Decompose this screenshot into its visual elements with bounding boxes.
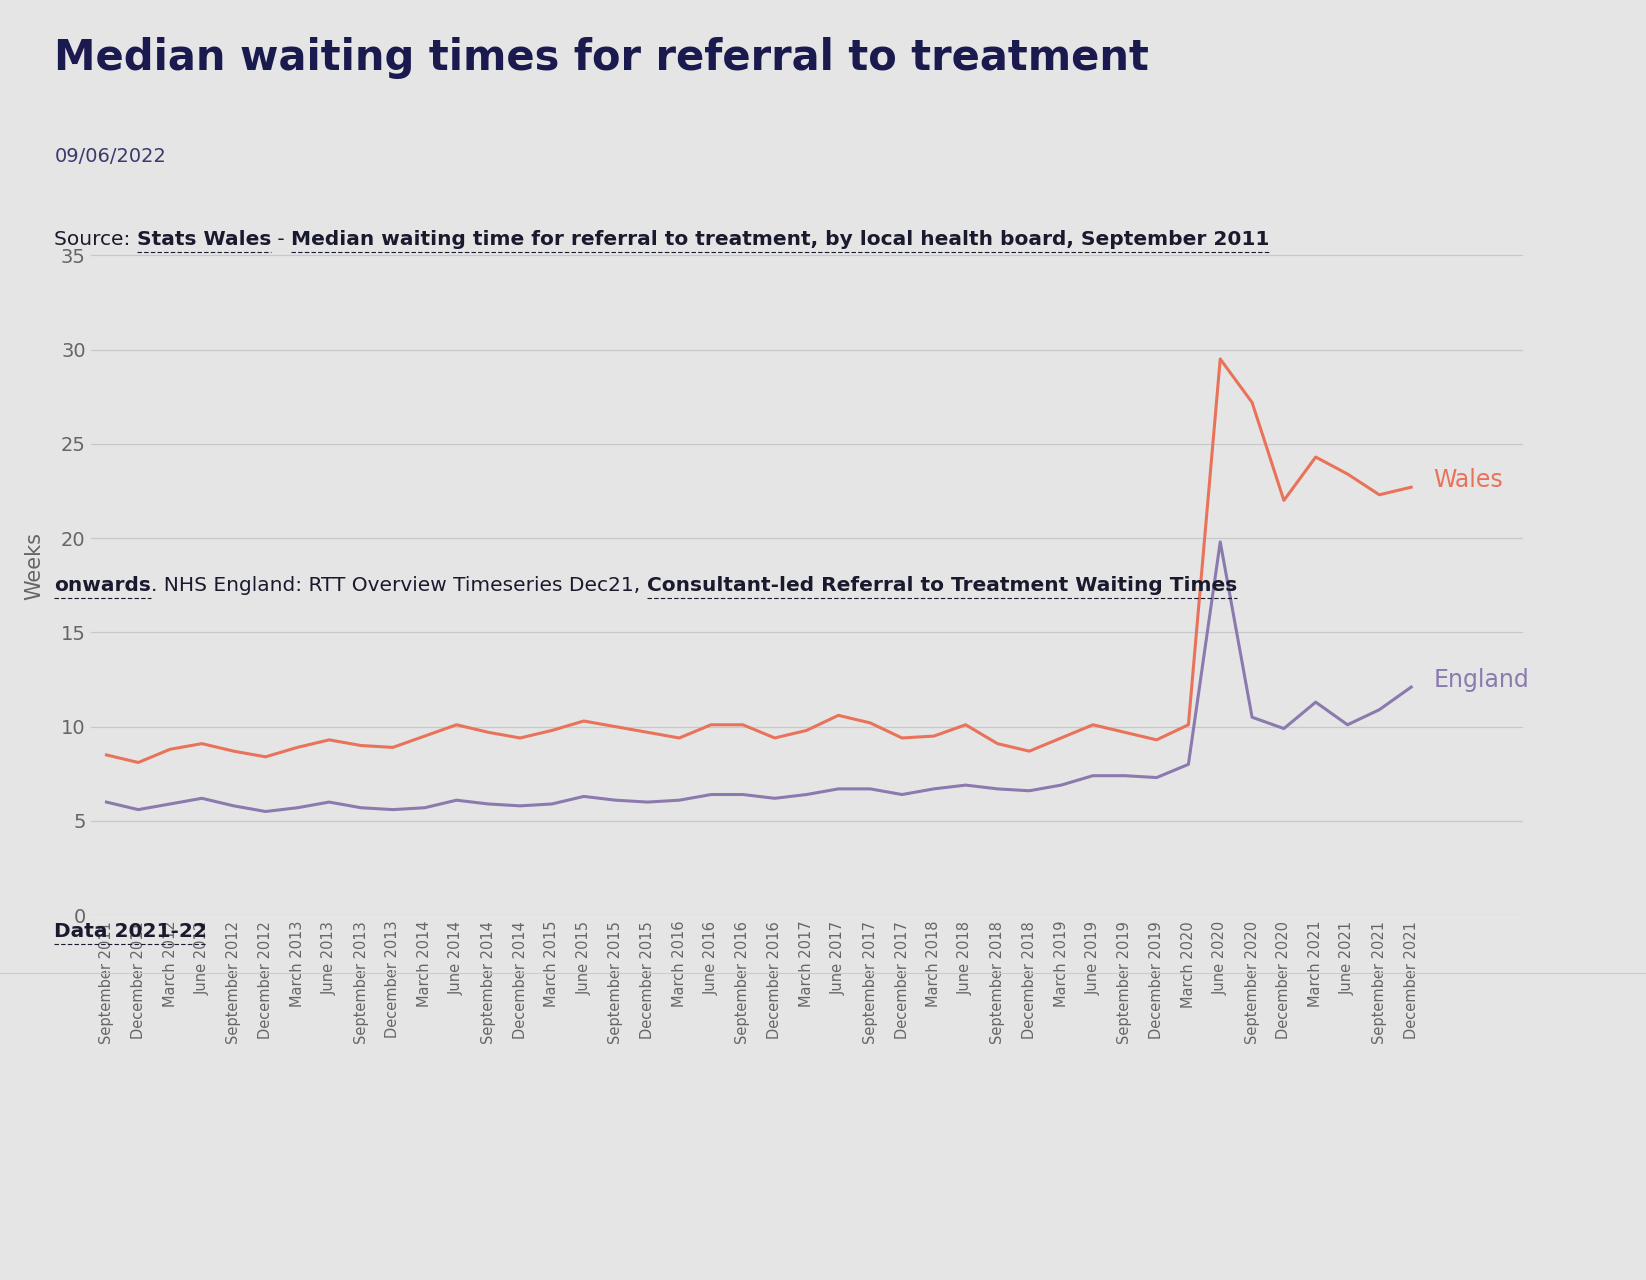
- Text: . NHS England: RTT Overview Timeseries Dec21,: . NHS England: RTT Overview Timeseries D…: [151, 576, 647, 595]
- Text: Data 2021-22: Data 2021-22: [54, 922, 207, 941]
- Text: Median waiting time for referral to treatment, by local health board, September : Median waiting time for referral to trea…: [291, 230, 1269, 250]
- Text: Consultant-led Referral to Treatment Waiting Times: Consultant-led Referral to Treatment Wai…: [647, 576, 1238, 595]
- Text: Median waiting times for referral to treatment: Median waiting times for referral to tre…: [54, 37, 1149, 79]
- Text: Wales: Wales: [1434, 467, 1503, 492]
- Text: onwards: onwards: [54, 576, 151, 595]
- Text: England: England: [1434, 668, 1529, 691]
- Text: -: -: [272, 230, 291, 250]
- Text: Stats Wales: Stats Wales: [137, 230, 272, 250]
- Text: 09/06/2022: 09/06/2022: [54, 147, 166, 166]
- Y-axis label: Weeks: Weeks: [25, 532, 44, 600]
- Text: Source:: Source:: [54, 230, 137, 250]
